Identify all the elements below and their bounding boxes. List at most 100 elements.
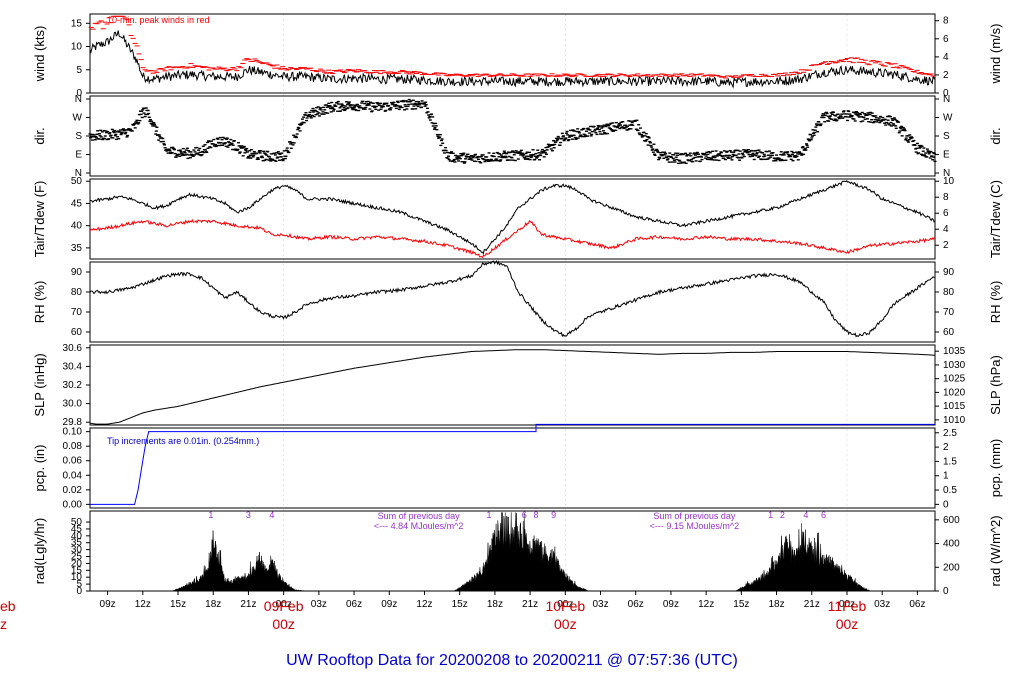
- pcp-panel-frame: [89, 427, 936, 509]
- slp-ylabel-left: SLP (inHg): [32, 353, 47, 416]
- rh-panel-frame: [89, 261, 936, 343]
- slp-ytick-label-left: 30.0: [63, 399, 83, 410]
- temp-ytick-label-left: 40: [71, 221, 83, 232]
- temp-ytick-label-right: 2: [943, 240, 949, 251]
- rad-peak-marker: 3: [246, 510, 251, 520]
- time-tick-label: 12z: [135, 599, 151, 610]
- rh-ytick-label-left: 60: [71, 327, 83, 338]
- time-tick-label: 21z: [240, 599, 256, 610]
- rad-peak-marker: 1: [487, 510, 492, 520]
- rad-ytick-label-left: 0: [76, 586, 82, 597]
- rad-annotation: <--- 9.15 MJoules/m^2: [650, 521, 740, 531]
- wind-ytick-label-left: 10: [71, 42, 83, 53]
- rh-ytick-label-right: 70: [943, 307, 955, 318]
- day-label-time: 00z: [836, 616, 859, 632]
- dir-ytick-label-left: S: [75, 131, 82, 142]
- rh-ytick-label-left: 80: [71, 287, 83, 298]
- time-tick-label: 09z: [663, 599, 679, 610]
- temp-series-tair: [89, 180, 936, 255]
- rad-annotation: Sum of previous day: [378, 511, 461, 521]
- temp-ytick-label-right: 6: [943, 208, 949, 219]
- pcp-ytick-label-right: 2.5: [943, 428, 957, 439]
- rh-ytick-label-right: 80: [943, 287, 955, 298]
- pcp-ytick-label-right: 2: [943, 442, 949, 453]
- time-tick-label: 18z: [769, 599, 785, 610]
- time-tick-label: 18z: [205, 599, 221, 610]
- dir-ytick-label-left: W: [73, 113, 83, 124]
- pcp-ylabel-right: pcp. (mm): [988, 439, 1003, 498]
- pcp-ytick-label-left: 0.06: [63, 456, 83, 467]
- rad-ytick-label-right: 0: [943, 586, 949, 597]
- rad-ytick-label-left: 10: [71, 572, 83, 583]
- chart-title: UW Rooftop Data for 20200208 to 20200211…: [286, 652, 738, 669]
- pcp-ytick-label-left: 0.10: [63, 427, 83, 438]
- rad-ytick-label-left: 45: [71, 524, 83, 535]
- rh-series-line: [89, 260, 935, 338]
- day-label-time: 00z: [554, 616, 577, 632]
- temp-ylabel-right: Tair/Tdew (C): [988, 180, 1003, 258]
- rad-peak-marker: 2: [780, 510, 785, 520]
- slp-ytick-label-right: 1015: [943, 401, 966, 412]
- rad-peak-marker: 1: [208, 510, 213, 520]
- slp-ytick-label-left: 30.4: [63, 361, 83, 372]
- rad-annotation: Sum of previous day: [653, 511, 736, 521]
- temp-ylabel-left: Tair/Tdew (F): [32, 181, 47, 258]
- time-tick-label: 15z: [733, 599, 749, 610]
- rad-peak-marker: 8: [533, 510, 538, 520]
- wind-ylabel-right: wind (m/s): [988, 24, 1003, 85]
- rad-area: [172, 512, 871, 592]
- rh-ytick-label-left: 70: [71, 307, 83, 318]
- rad-ytick-label-left: 30: [71, 545, 83, 556]
- rad-ytick-label-left: 20: [71, 558, 83, 569]
- time-tick-label: 00z: [276, 599, 292, 610]
- rad-ylabel-right: rad (W/m^2): [988, 515, 1003, 586]
- time-tick-label: 09z: [381, 599, 397, 610]
- slp-ytick-label-right: 1020: [943, 387, 966, 398]
- rh-ylabel-left: RH (%): [32, 281, 47, 324]
- rh-ytick-label-right: 90: [943, 267, 955, 278]
- rad-ytick-label-left: 35: [71, 538, 83, 549]
- time-tick-label: 06z: [909, 599, 925, 610]
- slp-ytick-label-right: 1035: [943, 346, 966, 357]
- slp-series-line: [89, 349, 935, 425]
- dir-ytick-label-right: E: [943, 150, 950, 161]
- wind-annotation: 10-min. peak winds in red: [107, 15, 210, 25]
- rad-ytick-label-left: 15: [71, 565, 83, 576]
- rad-ytick-label-left: 25: [71, 552, 83, 563]
- temp-ytick-label-left: 50: [71, 176, 83, 187]
- day-label-date: 11Feb: [828, 598, 867, 614]
- temp-ytick-label-left: 45: [71, 198, 83, 209]
- wind-ytick-label-right: 4: [943, 52, 949, 63]
- pcp-ytick-label-right: 1: [943, 471, 949, 482]
- rad-ytick-label-right: 400: [943, 539, 960, 550]
- time-tick-label: 06z: [346, 599, 362, 610]
- dir-panel-frame: [89, 95, 936, 177]
- time-tick-label: 06z: [628, 599, 644, 610]
- time-tick-label: 03z: [592, 599, 608, 610]
- wind-ytick-label-left: 15: [71, 18, 83, 29]
- rad-peak-marker: 4: [269, 510, 274, 520]
- wind-ytick-label-right: 0: [943, 88, 949, 99]
- time-tick-label: 21z: [522, 599, 538, 610]
- wind-ytick-label-left: 5: [76, 65, 82, 76]
- wind-ylabel-left: wind (kts): [32, 26, 47, 83]
- pcp-series-line: [90, 423, 935, 505]
- pcp-ytick-label-left: 0.04: [63, 470, 83, 481]
- slp-panel-frame: [89, 344, 936, 426]
- rad-peak-marker: 4: [803, 510, 808, 520]
- dir-ytick-label-right: S: [943, 131, 950, 142]
- slp-ytick-label-left: 30.2: [63, 380, 83, 391]
- rad-peak-marker: 9: [551, 510, 556, 520]
- rad-ytick-label-left: 50: [71, 517, 83, 528]
- dir-ytick-label-left: E: [75, 150, 82, 161]
- wind-ytick-label-left: 0: [76, 88, 82, 99]
- wind-ytick-label-right: 8: [943, 16, 949, 27]
- rh-ytick-label-right: 60: [943, 327, 955, 338]
- time-tick-label: 15z: [170, 599, 186, 610]
- wind-ytick-label-right: 2: [943, 70, 949, 81]
- temp-ytick-label-right: 8: [943, 192, 949, 203]
- time-tick-label: 12z: [416, 599, 432, 610]
- rad-peak-marker: 1: [768, 510, 773, 520]
- slp-ytick-label-right: 1010: [943, 415, 966, 426]
